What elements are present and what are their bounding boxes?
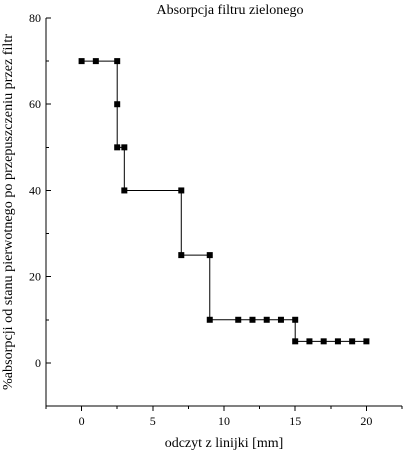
x-tick-label: 15 <box>289 414 301 428</box>
data-point <box>92 58 99 65</box>
series-line <box>81 60 367 342</box>
y-tick-label: 0 <box>35 356 41 370</box>
y-axis-title: %absorpcji od stanu pierwotnego po przep… <box>1 34 16 390</box>
data-point <box>114 101 121 108</box>
y-ticks: 0 20 40 60 80 <box>29 11 51 407</box>
y-axis: 0 20 40 60 80 <box>29 11 51 407</box>
x-tick-label: 20 <box>360 414 372 428</box>
chart-title: Absorpcja filtru zielonego <box>157 3 304 18</box>
data-point <box>334 338 341 345</box>
data-point <box>121 144 128 151</box>
data-point <box>78 58 85 65</box>
y-tick-label: 60 <box>29 97 41 111</box>
data-point <box>121 187 128 194</box>
data-point <box>178 252 185 259</box>
y-tick-label: 80 <box>29 11 41 25</box>
x-ticks: 0 5 10 15 20 <box>45 406 403 428</box>
x-tick-label: 0 <box>79 414 85 428</box>
data-point <box>206 252 213 259</box>
x-tick-label: 10 <box>218 414 230 428</box>
plot-area <box>78 58 370 345</box>
data-point <box>235 316 242 323</box>
data-point <box>306 338 313 345</box>
data-point <box>292 338 299 345</box>
x-tick-label: 5 <box>150 414 156 428</box>
data-point <box>320 338 327 345</box>
x-axis-title: odczyt z linijki [mm] <box>165 436 284 451</box>
data-point <box>277 316 284 323</box>
y-tick-label: 20 <box>29 270 41 284</box>
data-point <box>349 338 356 345</box>
data-point <box>206 316 213 323</box>
data-point <box>178 187 185 194</box>
data-point <box>263 316 270 323</box>
data-point <box>114 144 121 151</box>
data-point <box>114 58 121 65</box>
data-point <box>363 338 370 345</box>
data-point <box>249 316 256 323</box>
y-tick-label: 40 <box>29 183 41 197</box>
x-axis: 0 5 10 15 20 <box>45 405 403 428</box>
data-point <box>292 316 299 323</box>
